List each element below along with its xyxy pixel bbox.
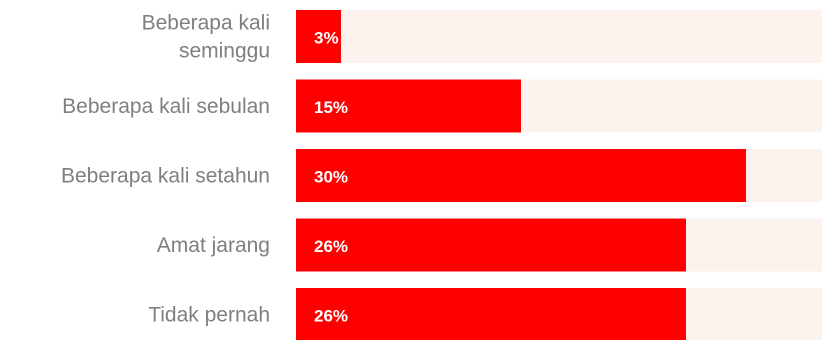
value-label: 15% <box>314 98 348 117</box>
category-label: Beberapa kali <box>142 12 270 35</box>
category-label: Amat jarang <box>157 234 270 257</box>
category-label: seminggu <box>179 40 270 63</box>
bar <box>296 218 686 272</box>
category-label: Beberapa kali sebulan <box>62 95 270 118</box>
value-label: 3% <box>314 29 339 48</box>
bar <box>296 10 341 63</box>
bar <box>296 288 686 340</box>
bar-track <box>296 10 822 63</box>
value-label: 26% <box>314 307 348 326</box>
bar <box>296 149 746 202</box>
category-label: Tidak pernah <box>148 304 270 327</box>
bar <box>296 79 521 133</box>
value-label: 30% <box>314 168 348 187</box>
value-label: 26% <box>314 237 348 256</box>
category-label: Beberapa kali setahun <box>61 165 270 188</box>
